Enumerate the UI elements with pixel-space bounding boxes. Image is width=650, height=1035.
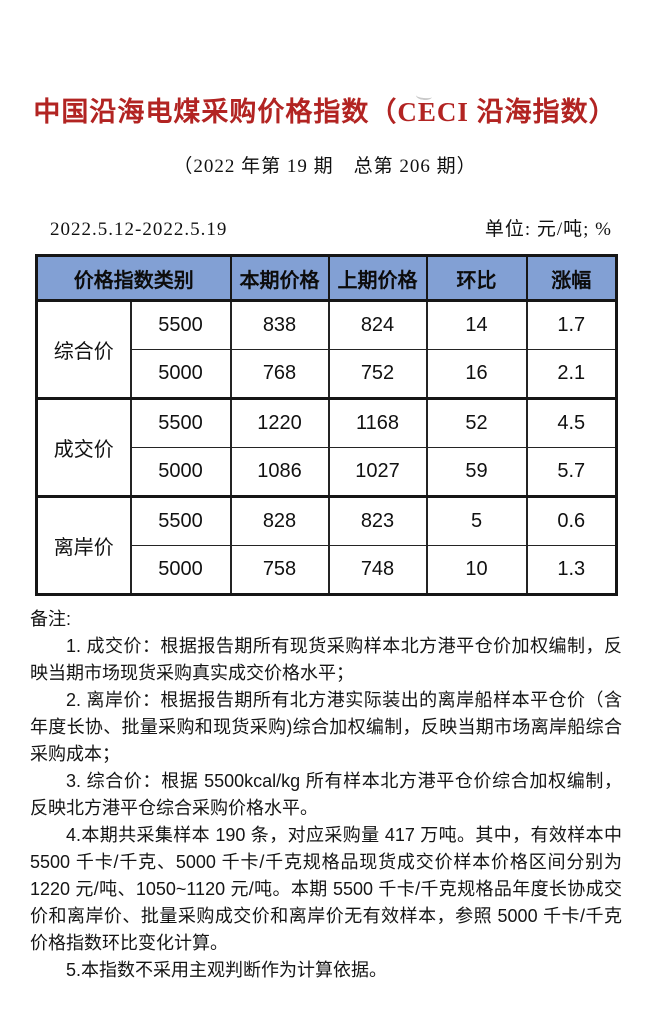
- grade-cell: 5500: [129, 397, 232, 448]
- previous-price-cell: 823: [327, 495, 428, 546]
- pct-cell: 1.3: [525, 545, 618, 595]
- note-item-3: 3. 综合价：根据 5500kcal/kg 所有样本北方港平仓价综合加权编制，反…: [30, 771, 622, 818]
- grade-cell: 5000: [129, 447, 232, 497]
- change-cell: 16: [425, 349, 528, 399]
- change-cell: 10: [425, 545, 528, 595]
- note-item-4: 4.本期共采集样本 190 条，对应采购量 417 万吨。其中，有效样本中 55…: [30, 825, 622, 953]
- change-cell: 5: [425, 495, 528, 546]
- meta-row: 2022.5.12-2022.5.19 单位: 元/吨; %: [50, 214, 612, 241]
- grade-cell: 5500: [129, 299, 232, 350]
- grade-cell: 5000: [129, 349, 232, 399]
- table-row: 离岸价 5500 828 823 5 0.6: [35, 495, 618, 595]
- current-price-cell: 828: [229, 495, 330, 546]
- table-row: 5000 768 752 16 2.1: [37, 349, 618, 399]
- note-item-1: 1. 成交价：根据报告期所有现货采购样本北方港平仓价加权编制，反映当期市场现货采…: [30, 636, 622, 683]
- pct-cell: 4.5: [525, 397, 618, 448]
- current-price-cell: 758: [229, 545, 330, 595]
- grade-cell: 5500: [129, 495, 232, 546]
- previous-price-cell: 1168: [327, 397, 428, 448]
- notes-label: 备注:: [30, 609, 72, 629]
- note-item-2: 2. 离岸价：根据报告期所有北方港实际装出的离岸船样本平仓价（含年度长协、批量采…: [30, 690, 622, 764]
- date-range: 2022.5.12-2022.5.19: [50, 219, 228, 240]
- table-row: 5000 1086 1027 59 5.7: [37, 447, 618, 497]
- page-subtitle: （2022 年第 19 期 总第 206 期）: [173, 156, 477, 177]
- current-price-cell: 1220: [229, 397, 330, 448]
- table-header-row: 价格指数类别 本期价格 上期价格 环比 涨幅: [35, 254, 618, 302]
- pct-cell: 2.1: [525, 349, 618, 399]
- category-cell-transaction: 成交价: [35, 397, 132, 497]
- note-item-5: 5.本指数不采用主观判断作为计算依据。: [66, 960, 388, 980]
- current-price-cell: 1086: [229, 447, 330, 497]
- current-price-cell: 838: [229, 299, 330, 350]
- previous-price-cell: 748: [327, 545, 428, 595]
- previous-price-cell: 752: [327, 349, 428, 399]
- change-cell: 52: [425, 397, 528, 448]
- current-price-cell: 768: [229, 349, 330, 399]
- table-row: 综合价 5500 838 824 14 1.7: [35, 299, 618, 399]
- table-row: 5000 758 748 10 1.3: [37, 545, 618, 595]
- header-current-price: 本期价格: [229, 254, 330, 302]
- header-pct-change: 涨幅: [525, 254, 618, 302]
- unit-label: 单位: 元/吨; %: [484, 219, 612, 240]
- header-previous-price: 上期价格: [327, 254, 428, 302]
- pct-cell: 5.7: [525, 447, 618, 497]
- notes-section: 备注: 1. 成交价：根据报告期所有现货采购样本北方港平仓价加权编制，反映当期市…: [30, 606, 622, 984]
- pct-cell: 1.7: [525, 299, 618, 350]
- page-title: 中国沿海电煤采购价格指数（CECI 沿海指数）: [33, 97, 617, 127]
- header-category: 价格指数类别: [35, 254, 232, 302]
- previous-price-cell: 1027: [327, 447, 428, 497]
- change-cell: 59: [425, 447, 528, 497]
- change-cell: 14: [425, 299, 528, 350]
- table-row: 成交价 5500 1220 1168 52 4.5: [35, 397, 618, 497]
- category-cell-fob: 离岸价: [35, 495, 132, 595]
- category-cell-comprehensive: 综合价: [35, 299, 132, 399]
- header-change: 环比: [425, 254, 528, 302]
- grade-cell: 5000: [129, 545, 232, 595]
- pct-cell: 0.6: [525, 495, 618, 546]
- price-index-table: 价格指数类别 本期价格 上期价格 环比 涨幅 综合价 5500 838 824 …: [35, 254, 618, 596]
- previous-price-cell: 824: [327, 299, 428, 350]
